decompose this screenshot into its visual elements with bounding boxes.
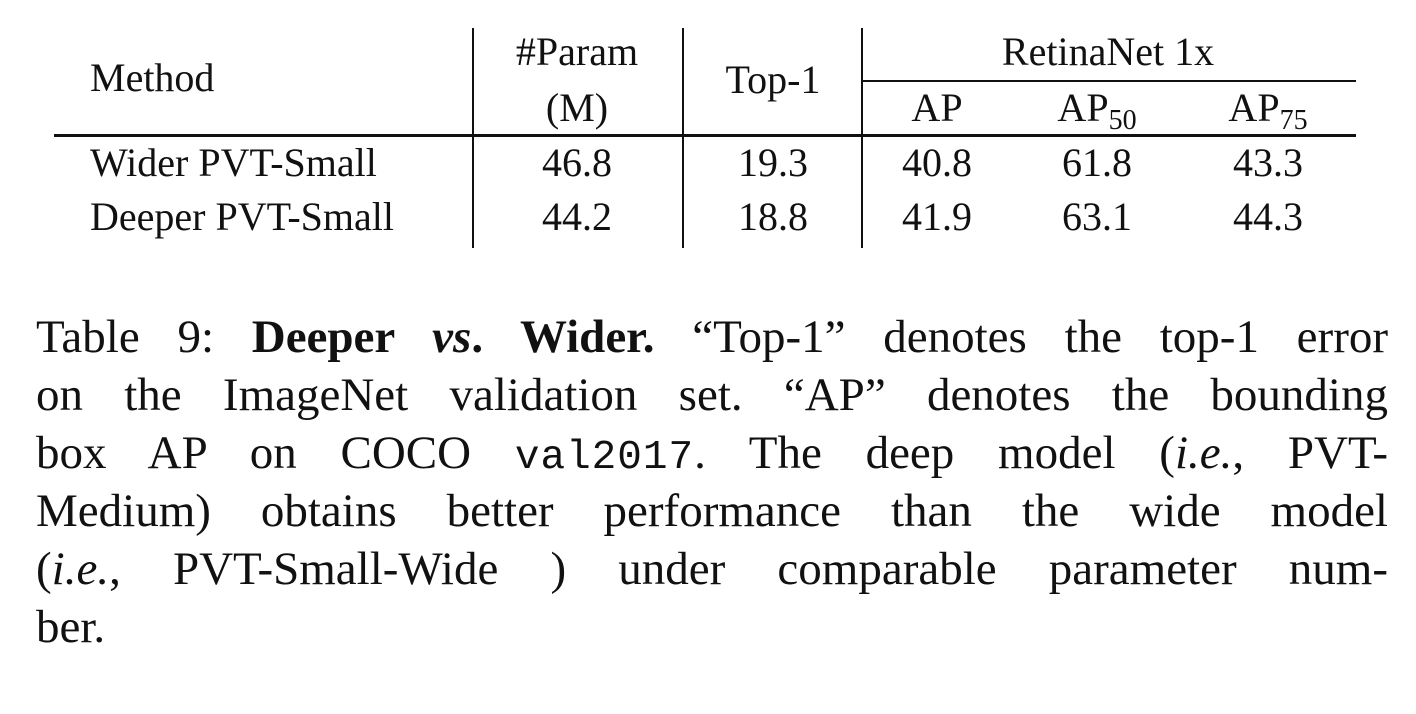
header-ap75: AP75 <box>1228 85 1307 135</box>
caption-label: Table 9: <box>36 311 252 363</box>
caption-line-5: (i.e., PVT-Small-Wide ) under comparable… <box>36 540 1388 598</box>
row1-top1: 19.3 <box>738 140 808 185</box>
caption-line-1: Table 9: Deeper vs. Wider. “Top-1” denot… <box>36 308 1388 366</box>
row1-ap: 40.8 <box>902 140 972 185</box>
row2-top1: 18.8 <box>738 194 808 239</box>
row2-ap: 41.9 <box>902 194 972 239</box>
row2-param: 44.2 <box>542 194 612 239</box>
caption-line-6-text: ber. <box>36 601 106 653</box>
header-ap: AP <box>911 85 963 130</box>
caption-line-3-ie: i.e. <box>1174 427 1233 479</box>
header-ap75-base: AP <box>1228 85 1280 130</box>
caption-dataset-code: val2017 <box>514 435 695 481</box>
header-rule <box>54 134 1356 137</box>
caption-bold-2: . Wider. <box>471 311 655 363</box>
row1-ap75: 43.3 <box>1233 140 1303 185</box>
caption-line-2-text: on the ImageNet validation set. “AP” den… <box>36 369 1388 421</box>
caption-line-3-c: , PVT- <box>1232 427 1388 479</box>
caption-line-2: on the ImageNet validation set. “AP” den… <box>36 366 1388 424</box>
caption-line-3-b: . The deep model ( <box>694 427 1175 479</box>
row2-ap50: 63.1 <box>1062 194 1132 239</box>
header-param-line2: (M) <box>545 85 609 130</box>
row1-ap50: 61.8 <box>1062 140 1132 185</box>
header-ap50-sub: 50 <box>1108 105 1137 136</box>
col-divider-1 <box>472 28 474 248</box>
header-param-line1: #Param <box>515 29 639 74</box>
group-rule <box>862 80 1356 82</box>
row2-ap75: 44.3 <box>1233 194 1303 239</box>
header-ap75-sub: 75 <box>1279 105 1308 136</box>
caption-line-4: Medium) obtains better performance than … <box>36 482 1388 540</box>
header-retinanet: RetinaNet 1x <box>1001 29 1215 74</box>
caption-line-3: box AP on COCO val2017. The deep model (… <box>36 424 1388 482</box>
results-table: Method #Param (M) Top-1 RetinaNet 1x AP … <box>0 0 1416 280</box>
header-ap50: AP50 <box>1057 85 1136 135</box>
col-divider-2 <box>682 28 684 248</box>
header-method: Method <box>90 55 215 100</box>
caption-line-6: ber. <box>36 598 1388 656</box>
header-ap50-base: AP <box>1057 85 1109 130</box>
row1-param: 46.8 <box>542 140 612 185</box>
row2-method: Deeper PVT-Small <box>90 194 395 239</box>
header-top1: Top-1 <box>725 57 821 102</box>
table-caption: Table 9: Deeper vs. Wider. “Top-1” denot… <box>36 308 1388 656</box>
caption-line-1-rest: “Top-1” denotes the top-1 error <box>654 311 1388 363</box>
caption-line-5-ie: i.e. <box>51 543 110 595</box>
caption-bold-italic: vs <box>432 311 472 363</box>
caption-line-5-b: , PVT-Small-Wide ) under comparable para… <box>109 543 1388 595</box>
caption-bold-1: Deeper <box>251 311 433 363</box>
caption-line-4-text: Medium) obtains better performance than … <box>36 485 1388 537</box>
row1-method: Wider PVT-Small <box>90 140 377 185</box>
caption-line-3-a: box AP on COCO <box>36 427 515 479</box>
caption-line-5-a: ( <box>36 543 52 595</box>
col-divider-3 <box>861 28 863 248</box>
